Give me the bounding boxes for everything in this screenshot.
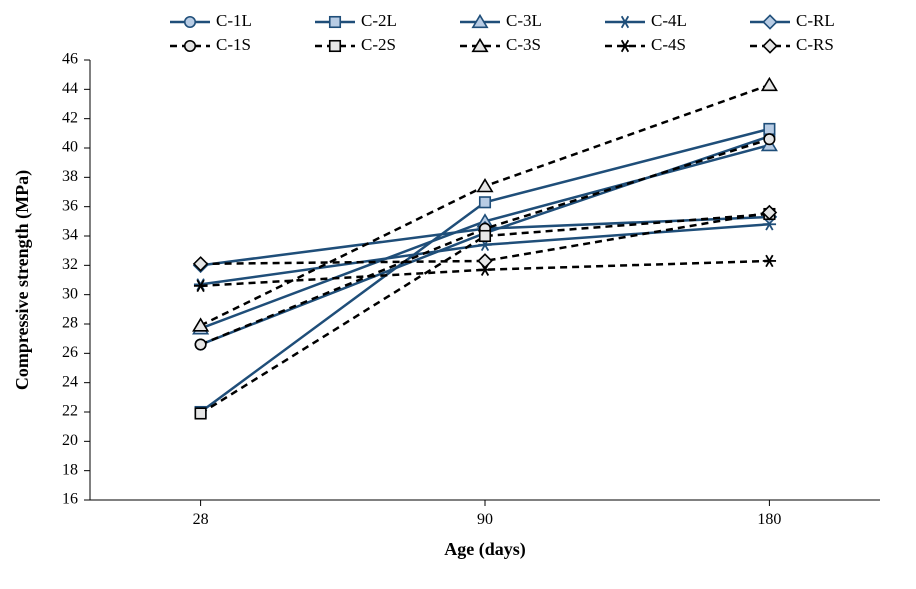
- legend-label: C-1L: [216, 11, 252, 30]
- x-tick-label: 90: [477, 511, 493, 528]
- x-tick-label: 180: [757, 511, 781, 528]
- y-tick-label: 38: [62, 168, 78, 185]
- y-tick-label: 30: [62, 285, 78, 302]
- y-tick-label: 24: [62, 373, 78, 390]
- legend-label: C-3S: [506, 35, 541, 54]
- legend-label: C-2L: [361, 11, 397, 30]
- legend-item-C-1L: C-1L: [170, 11, 252, 30]
- legend-label: C-2S: [361, 35, 396, 54]
- legend-item-C-3S: C-3S: [460, 35, 541, 54]
- line-chart: 16 18 20 22 24 26 28 30 32 34 36 38 40 42 44 46 28 90 180 A…: [0, 0, 916, 589]
- y-tick-label: 44: [62, 80, 78, 97]
- y-axis-label: Compressive strength (MPa): [12, 170, 33, 390]
- y-tick-label: 28: [62, 315, 78, 332]
- x-axis-label: Age (days): [444, 539, 526, 560]
- x-tick-label: 28: [193, 511, 209, 528]
- legend-label: C-RS: [796, 35, 834, 54]
- y-tick-label: 16: [62, 491, 78, 508]
- y-tick-label: 36: [62, 197, 78, 214]
- y-tick-label: 26: [62, 344, 78, 361]
- y-tick-label: 34: [62, 227, 78, 244]
- legend-item-C-3L: C-3L: [460, 11, 542, 30]
- legend-item-C-2S: C-2S: [315, 35, 396, 54]
- legend-item-C-4L: C-4L: [605, 11, 687, 30]
- legend-item-C-4S: C-4S: [605, 35, 686, 54]
- legend-label: C-4L: [651, 11, 687, 30]
- y-tick-label: 22: [62, 403, 78, 420]
- y-tick-label: 46: [62, 51, 78, 68]
- legend-item-C-RS: C-RS: [750, 35, 834, 54]
- legend-item-C-2L: C-2L: [315, 11, 397, 30]
- legend-item-C-1S: C-1S: [170, 35, 251, 54]
- legend-label: C-4S: [651, 35, 686, 54]
- y-tick-label: 40: [62, 139, 78, 156]
- y-tick-label: 20: [62, 432, 78, 449]
- legend-label: C-3L: [506, 11, 542, 30]
- legend-label: C-RL: [796, 11, 835, 30]
- y-tick-label: 42: [62, 109, 78, 126]
- legend-label: C-1S: [216, 35, 251, 54]
- chart-container: 16 18 20 22 24 26 28 30 32 34 36 38 40 42 44 46 28 90 180 A…: [0, 0, 916, 589]
- y-tick-label: 18: [62, 461, 78, 478]
- y-tick-label: 32: [62, 256, 78, 273]
- legend-item-C-RL: C-RL: [750, 11, 835, 30]
